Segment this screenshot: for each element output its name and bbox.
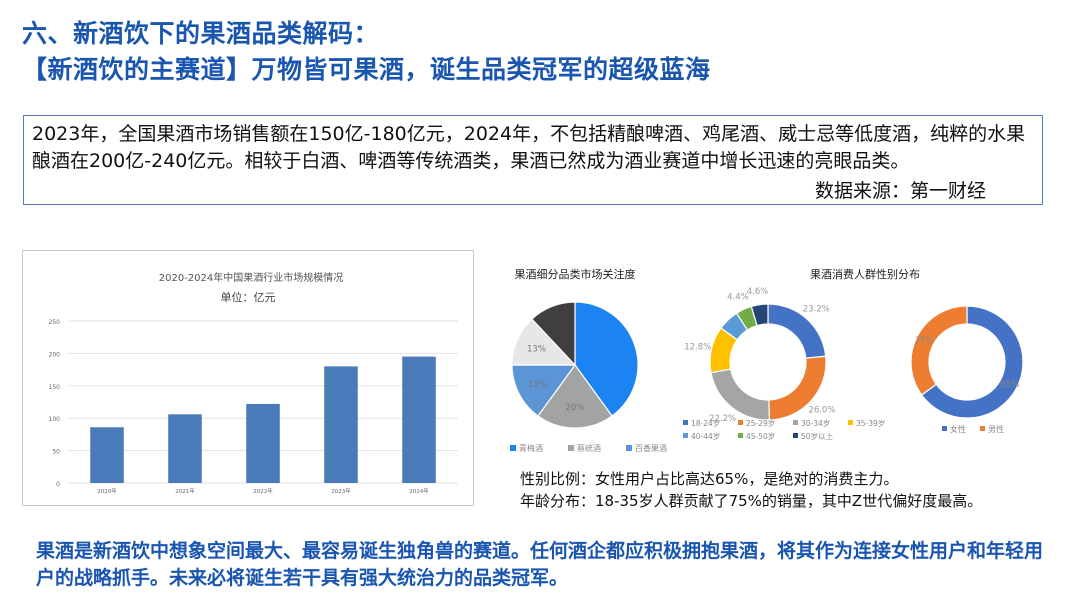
pie-slice xyxy=(920,305,1024,419)
title-line-1: 六、新酒饮下的果酒品类解码： xyxy=(22,19,380,48)
x-tick-label: 2020年 xyxy=(97,487,117,495)
gender-note: 性别比例：女性用户占比高达65%，是绝对的消费主力。 xyxy=(520,470,899,488)
y-tick-label: 150 xyxy=(49,384,61,391)
legend-swatch xyxy=(626,445,632,451)
slice-label: 23.2% xyxy=(803,305,830,315)
y-tick-label: 100 xyxy=(49,416,61,423)
y-tick-label: 250 xyxy=(49,319,61,326)
legend-label: 30-34岁 xyxy=(801,418,830,428)
legend-label: 40-44岁 xyxy=(691,431,720,441)
legend-swatch xyxy=(510,445,516,451)
bar xyxy=(168,414,202,483)
intro-box: 2023年，全国果酒市场销售额在150亿-180亿元，2024年，不包括精酿啤酒… xyxy=(23,115,1043,205)
legend-swatch xyxy=(980,426,985,431)
legend-label: 男性 xyxy=(988,424,1004,434)
bar-chart-panel: 2020-2024年中国果酒行业市场规模情况 单位：亿元 0 50 100 150 20… xyxy=(22,250,474,506)
bar-chart-title: 2020-2024年中国果酒行业市场规模情况 xyxy=(159,271,344,284)
bar-chart-unit: 单位：亿元 xyxy=(221,290,276,304)
pie-chart-title: 果酒细分品类市场关注度 xyxy=(515,267,636,281)
right-charts: 果酒细分品类市场关注度 果酒消费人群性别分布 20% 15% 13% 青梅酒 蔡统酒 百香… xyxy=(510,267,1024,453)
donut-chart-title: 果酒消费人群性别分布 xyxy=(810,267,920,281)
conclusion-text: 果酒是新酒饮中想象空间最大、最容易诞生独角兽的赛道。任何酒企都应积极拥抱果酒，将… xyxy=(36,540,1044,589)
slice-label: 4.6% xyxy=(747,287,769,297)
slice-label: 4.4% xyxy=(727,293,749,303)
slice-label: 26.0% xyxy=(808,406,835,416)
x-tick-label: 2023年 xyxy=(331,487,351,495)
slice-label: 13% xyxy=(527,344,546,354)
slice-label: 35% xyxy=(915,336,934,346)
title-line-2: 【新酒饮的主赛道】万物皆可果酒，诞生品类冠军的超级蓝海 xyxy=(22,55,711,84)
pie-slice xyxy=(710,368,770,421)
x-tick-label: 2022年 xyxy=(253,487,273,495)
intro-text: 2023年，全国果酒市场销售额在150亿-180亿元，2024年，不包括精酿啤酒… xyxy=(32,123,1026,172)
legend-label: 45-50岁 xyxy=(746,431,775,441)
legend-swatch xyxy=(738,420,743,425)
pie-slice xyxy=(511,364,577,417)
slice-label: 15% xyxy=(528,380,547,390)
slice-label: 22.2% xyxy=(709,414,736,424)
pie-slice xyxy=(531,301,576,367)
slice-label: 12.8% xyxy=(684,342,711,352)
x-tick-label: 2021年 xyxy=(175,487,195,495)
y-tick-label: 0 xyxy=(56,481,60,488)
legend-label: 25-29岁 xyxy=(746,418,775,428)
legend-label: 蔡统酒 xyxy=(577,443,601,453)
x-tick-label: 2024年 xyxy=(409,487,429,495)
bar xyxy=(90,427,124,483)
y-tick-label: 200 xyxy=(49,351,61,358)
legend-label: 青梅酒 xyxy=(519,443,543,453)
pie-slice xyxy=(910,305,968,396)
pie-slice xyxy=(537,363,613,429)
legend-swatch xyxy=(793,420,798,425)
legend-label: 35-39岁 xyxy=(856,418,885,428)
bar xyxy=(324,366,358,483)
legend-swatch xyxy=(683,420,688,425)
legend-swatch xyxy=(738,433,743,438)
legend-swatch xyxy=(942,426,947,431)
legend-swatch xyxy=(568,445,574,451)
bar-chart: 2020-2024年中国果酒行业市场规模情况 单位：亿元 0 50 100 150 20… xyxy=(49,271,458,495)
pie-slice xyxy=(750,303,769,327)
legend-label: 50岁以上 xyxy=(801,431,834,441)
legend-label: 18-24岁 xyxy=(691,418,720,428)
legend-swatch xyxy=(683,433,688,438)
legend-label: 女性 xyxy=(950,424,966,434)
pie-slice xyxy=(574,301,639,417)
slice-label: 20% xyxy=(566,403,585,413)
legend-label: 百香果酒 xyxy=(635,443,667,453)
y-tick-label: 50 xyxy=(52,449,60,456)
bar xyxy=(402,356,436,483)
source-label: 数据来源：第一财经 xyxy=(814,180,986,202)
age-note: 年龄分布：18-35岁人群贡献了75%的销量，其中Z世代偏好度最高。 xyxy=(520,492,983,510)
bar xyxy=(246,403,280,483)
legend-swatch xyxy=(793,433,798,438)
slice-label: 65% xyxy=(1000,380,1019,390)
legend-swatch xyxy=(848,420,853,425)
